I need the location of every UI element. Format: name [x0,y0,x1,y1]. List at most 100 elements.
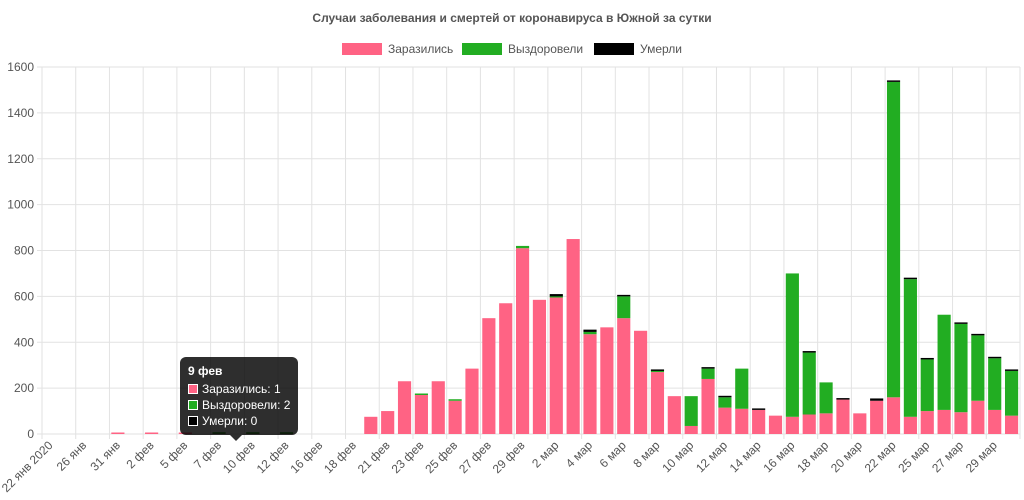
bar-infected[interactable] [600,327,614,434]
bar-infected[interactable] [499,303,513,434]
bar-recovered[interactable] [785,273,799,417]
bar-recovered[interactable] [971,335,985,401]
tooltip-swatch-recovered [188,400,198,410]
bar-infected[interactable] [718,407,732,434]
x-tick-label: 5 фев [157,438,190,471]
x-tick-label: 18 фев [321,438,359,476]
bar-infected[interactable] [145,432,159,435]
tooltip-label-infected: Заразились: 1 [202,382,281,396]
bar-infected[interactable] [735,408,749,434]
bar-deaths[interactable] [718,395,732,398]
y-tick-label: 400 [14,335,34,349]
bar-infected[interactable] [515,248,530,434]
y-tick-label: 0 [27,427,34,441]
bar-recovered[interactable] [549,296,563,298]
bar-deaths[interactable] [971,333,985,336]
bar-recovered[interactable] [937,314,951,410]
bar-infected[interactable] [768,415,783,434]
bar-deaths[interactable] [954,322,968,324]
bar-recovered[interactable] [414,393,428,396]
x-tick-label: 4 мар [563,438,595,470]
bar-infected[interactable] [532,299,547,434]
legend-item-recovered[interactable]: Выздоровели [462,42,583,56]
bar-infected[interactable] [819,413,833,434]
bar-infected[interactable] [836,399,850,434]
bar-deaths[interactable] [617,294,631,297]
bar-infected[interactable] [634,330,648,434]
bar-infected[interactable] [448,400,462,434]
x-tick-label: 22 мар [862,438,899,475]
legend-item-deaths[interactable]: Умерли [594,42,682,56]
bar-infected[interactable] [870,400,884,434]
bar-recovered[interactable] [650,370,665,373]
bar-infected[interactable] [971,400,985,434]
bar-infected[interactable] [752,409,766,434]
bar-infected[interactable] [701,378,715,434]
bar-infected[interactable] [684,425,698,434]
x-tick-label: 12 мар [693,438,730,475]
bar-deaths[interactable] [549,294,563,297]
bar-deaths[interactable] [583,329,597,332]
bar-infected[interactable] [549,297,563,434]
bar-recovered[interactable] [448,399,462,401]
bar-infected[interactable] [414,395,428,434]
bar-infected[interactable] [583,334,597,434]
bar-deaths[interactable] [903,277,917,280]
x-tick-label: 26 янв [54,438,89,473]
bar-infected[interactable] [111,432,125,435]
tooltip: 9 фев Заразились: 1 Выздоровели: 2 Умерл… [180,357,299,441]
bar-recovered[interactable] [903,279,917,417]
bar-infected[interactable] [617,318,631,434]
bar-infected[interactable] [431,381,445,434]
bar-infected[interactable] [364,416,378,434]
bar-infected[interactable] [381,411,395,434]
bar-infected[interactable] [566,239,580,434]
bar-recovered[interactable] [701,368,715,379]
bar-infected[interactable] [954,412,968,434]
bar-infected[interactable] [465,368,479,434]
bar-infected[interactable] [482,318,496,434]
bar-recovered[interactable] [819,382,833,414]
bar-recovered[interactable] [1004,370,1019,416]
bar-deaths[interactable] [650,369,665,371]
bar-recovered[interactable] [954,323,968,413]
bar-recovered[interactable] [735,368,749,409]
legend-item-infected[interactable]: Заразились [342,42,453,56]
bar-deaths[interactable] [920,357,934,360]
x-tick-label: 6 мар [597,438,629,470]
bar-infected[interactable] [667,396,681,434]
bar-recovered[interactable] [583,331,597,335]
bar-deaths[interactable] [802,351,816,353]
bar-deaths[interactable] [988,356,1002,359]
bar-recovered[interactable] [617,296,631,319]
y-tick-label: 1200 [7,152,34,166]
bar-deaths[interactable] [752,408,766,410]
bar-recovered[interactable] [684,396,698,426]
bar-recovered[interactable] [515,245,530,249]
bar-deaths[interactable] [886,80,901,82]
bar-infected[interactable] [1004,415,1019,434]
bar-infected[interactable] [937,409,951,434]
bar-infected[interactable] [785,416,799,434]
bar-recovered[interactable] [920,359,934,412]
bar-recovered[interactable] [802,352,816,415]
legend-label-infected: Заразились [388,42,453,56]
bar-infected[interactable] [988,409,1002,434]
bar-infected[interactable] [886,397,901,434]
bar-deaths[interactable] [870,398,884,401]
bar-infected[interactable] [853,413,867,434]
bar-infected[interactable] [920,411,934,434]
bar-infected[interactable] [650,372,665,434]
bar-infected[interactable] [802,414,816,434]
bar-deaths[interactable] [701,367,715,369]
x-tick-label: 8 мар [630,438,662,470]
bar-recovered[interactable] [886,81,901,398]
bar-deaths[interactable] [836,398,850,400]
bar-recovered[interactable] [988,358,1002,410]
x-tick-label: 29 мар [963,438,1000,475]
bar-deaths[interactable] [1004,369,1019,371]
tooltip-row-recovered: Выздоровели: 2 [188,397,290,413]
bar-infected[interactable] [903,416,917,434]
bar-recovered[interactable] [718,397,732,408]
bar-infected[interactable] [397,381,412,434]
